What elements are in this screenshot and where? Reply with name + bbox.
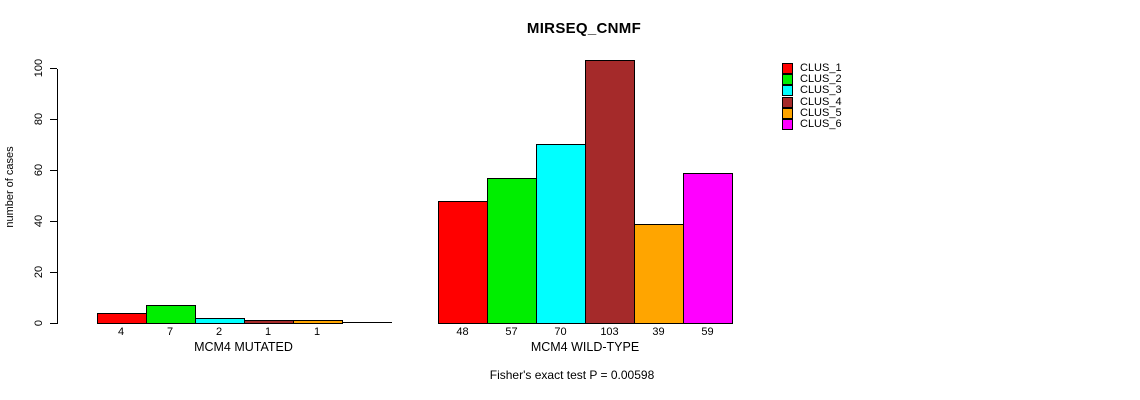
y-tick-label: 60 (33, 163, 45, 177)
bar-value-label: 57 (505, 326, 518, 338)
bar-value-label: 1 (264, 326, 272, 338)
y-tick-label: 40 (33, 214, 45, 228)
y-tick-label: 100 (33, 58, 45, 78)
bar-value-label: 103 (600, 326, 619, 338)
bar-value-label: 39 (652, 326, 665, 338)
legend-swatch-clus_5 (782, 107, 793, 119)
bar-clus_4-mutated (243, 320, 294, 324)
y-tick-mark (50, 221, 57, 222)
y-tick-mark (50, 323, 57, 324)
legend-swatch-clus_2 (782, 74, 793, 86)
legend-label: CLUS_1 (800, 62, 842, 74)
y-tick-label: 80 (33, 112, 45, 126)
bar-value-label: 70 (554, 326, 567, 338)
bar-clus_1-mutated (96, 313, 147, 324)
bar-clus_3-wildtype (536, 144, 586, 324)
y-axis-line (57, 69, 58, 324)
bar-value-label: 48 (456, 326, 469, 338)
bar-clus_3-mutated (194, 318, 245, 324)
legend-label: CLUS_4 (800, 95, 842, 108)
legend-label: CLUS_3 (800, 84, 842, 97)
bar-clus_5-wildtype (634, 224, 684, 324)
legend-swatch-clus_3 (782, 85, 793, 97)
bar-clus_6-wildtype (683, 173, 733, 324)
bar-value-label: 1 (313, 326, 321, 338)
y-tick-mark (50, 119, 57, 120)
legend-swatch-clus_1 (782, 63, 793, 74)
bar-clus_1-wildtype (438, 201, 488, 324)
y-tick-label: 0 (33, 319, 45, 327)
y-tick-mark (50, 272, 57, 273)
group-label-wildtype: MCM4 WILD-TYPE (530, 340, 640, 354)
bar-value-label: 2 (215, 326, 223, 338)
y-axis-label: number of cases (4, 146, 16, 228)
bar-clus_4-wildtype (585, 60, 635, 324)
bar-clus_6-zero (341, 322, 392, 323)
group-label-mutated: MCM4 MUTATED (194, 340, 293, 354)
y-tick-label: 20 (33, 265, 45, 279)
bar-value-label: 7 (166, 326, 174, 338)
bar-clus_5-mutated (292, 320, 343, 324)
legend-swatch-clus_6 (782, 119, 793, 130)
legend-label: CLUS_2 (800, 73, 842, 86)
bar-value-label: 4 (117, 326, 125, 338)
fisher-test-annotation: Fisher's exact test P = 0.00598 (489, 367, 655, 382)
legend-label: CLUS_6 (800, 118, 842, 130)
legend-swatch-clus_4 (782, 96, 793, 108)
bar-value-label: 59 (701, 326, 714, 338)
y-tick-mark (50, 68, 57, 69)
chart-title: MIRSEQ_CNMF (526, 19, 642, 37)
y-tick-mark (50, 170, 57, 171)
bar-clus_2-wildtype (487, 178, 537, 324)
bar-clus_2-mutated (145, 305, 196, 324)
legend-label: CLUS_5 (800, 106, 842, 119)
